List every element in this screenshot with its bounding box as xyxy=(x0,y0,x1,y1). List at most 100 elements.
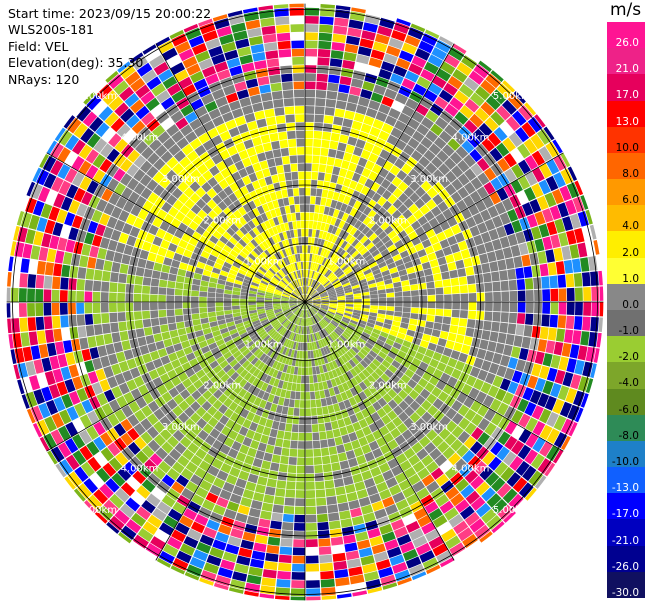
radar-gate xyxy=(293,290,300,297)
radar-gate xyxy=(281,318,288,325)
radar-gate xyxy=(334,283,342,289)
radar-gate xyxy=(402,548,419,562)
radar-gate xyxy=(322,131,332,141)
radar-gate xyxy=(161,441,174,454)
radar-gate xyxy=(319,291,327,296)
radar-gate xyxy=(447,332,457,342)
radar-gate xyxy=(325,232,331,241)
radar-gate xyxy=(419,550,435,563)
radar-gate xyxy=(297,253,301,262)
radar-gate xyxy=(394,296,403,302)
radar-gate xyxy=(313,341,318,350)
radar-gate xyxy=(305,278,308,286)
radar-gate xyxy=(68,390,81,406)
radar-gate xyxy=(78,144,93,160)
radar-gate xyxy=(253,236,262,245)
radar-gate xyxy=(309,253,313,262)
radar-gate xyxy=(292,65,305,73)
radar-gate xyxy=(310,262,314,270)
radar-gate xyxy=(290,263,295,272)
radar-gate xyxy=(432,169,445,181)
colorbar: 26.0 21.0 17.0 13.0 10.0 8.0 6.0 4.0 2.0 1.0 0.0 -1… xyxy=(607,22,645,599)
radar-gate xyxy=(52,368,64,383)
radar-gate xyxy=(199,302,207,308)
radar-gate xyxy=(125,213,137,226)
radar-gate xyxy=(22,243,33,259)
radar-gate xyxy=(282,257,289,266)
radar-gate xyxy=(248,296,257,300)
radar-gate xyxy=(238,426,249,437)
radar-gate xyxy=(380,248,390,257)
radar-gate xyxy=(317,340,323,349)
radar-gate xyxy=(321,302,329,305)
radar-gate xyxy=(129,456,143,470)
radar-gate xyxy=(335,269,343,277)
radar-gate xyxy=(426,480,440,494)
radar-gate xyxy=(473,460,488,475)
radar-gate xyxy=(582,361,593,378)
radar-gate xyxy=(227,325,237,332)
radar-gate xyxy=(359,262,369,270)
radar-gate xyxy=(291,237,296,246)
radar-gate xyxy=(255,534,268,545)
radar-gate xyxy=(469,113,484,128)
radar-gate xyxy=(35,288,44,302)
radar-gate xyxy=(411,220,421,231)
radar-gate xyxy=(305,286,307,294)
radar-gate xyxy=(459,284,468,294)
radar-gate xyxy=(527,375,539,389)
radar-gate xyxy=(111,262,121,273)
radar-gate xyxy=(305,490,316,498)
radar-gate xyxy=(577,345,588,361)
radar-gate xyxy=(401,235,411,245)
radar-gate xyxy=(326,379,333,389)
radar-gate xyxy=(386,292,395,298)
radar-gate xyxy=(21,196,30,211)
radar-gate xyxy=(288,374,294,383)
radar-gate xyxy=(189,138,202,150)
radar-gate xyxy=(308,309,313,317)
radar-gate xyxy=(409,400,421,412)
radar-gate xyxy=(47,450,58,465)
radar-gate xyxy=(333,281,341,288)
radar-gate xyxy=(305,342,308,351)
radar-gate xyxy=(500,466,515,482)
radar-gate xyxy=(452,251,463,262)
radar-gate xyxy=(381,414,392,425)
radar-gate xyxy=(172,461,185,474)
colorbar-tick-label: 0.0 xyxy=(622,298,639,311)
radar-gate xyxy=(414,351,425,361)
radar-gate xyxy=(288,238,293,247)
radar-gate xyxy=(295,342,299,350)
radar-gate xyxy=(300,212,305,221)
radar-gate xyxy=(284,205,291,214)
radar-gate xyxy=(244,455,255,466)
radar-gate xyxy=(277,198,285,208)
radar-gate xyxy=(166,194,178,206)
radar-gate xyxy=(376,317,385,323)
radar-gate xyxy=(392,491,406,504)
radar-gate xyxy=(290,440,298,449)
radar-gate xyxy=(270,280,278,286)
radar-gate xyxy=(254,324,263,331)
radar-gate xyxy=(468,204,480,216)
radar-gate xyxy=(360,504,374,515)
radar-gate xyxy=(301,310,304,318)
radar-gate xyxy=(257,233,265,243)
radar-gate xyxy=(110,272,119,283)
radar-gate xyxy=(76,362,87,376)
radar-gate xyxy=(284,276,291,283)
radar-gate xyxy=(216,226,226,235)
radar-gate xyxy=(414,242,424,252)
radar-gate xyxy=(236,272,246,279)
radar-gate xyxy=(238,470,250,481)
radar-gate xyxy=(281,406,289,415)
radar-gate xyxy=(290,15,304,24)
radar-gate xyxy=(32,200,45,216)
radar-gate xyxy=(581,225,593,242)
radar-gate xyxy=(534,302,542,314)
radar-gate xyxy=(376,280,385,287)
radar-gate xyxy=(280,455,289,465)
radar-gate xyxy=(238,328,247,336)
radar-gate xyxy=(379,425,390,436)
